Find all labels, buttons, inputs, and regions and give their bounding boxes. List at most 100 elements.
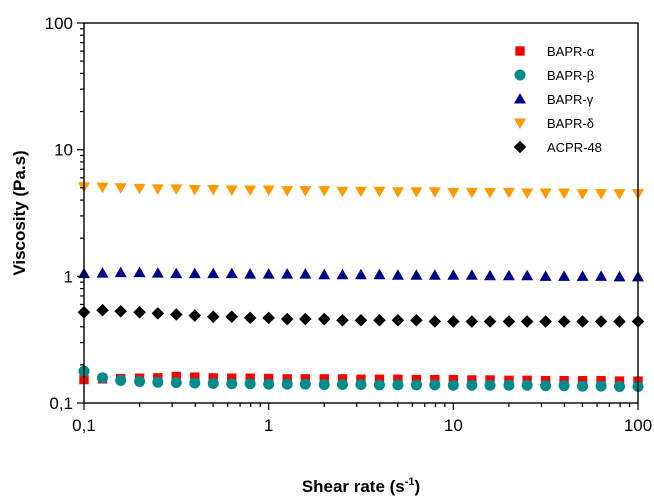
data-point: [97, 372, 109, 384]
data-point: [373, 186, 386, 198]
series-4: [78, 182, 644, 200]
data-point: [613, 315, 626, 328]
x-axis-title-superscript: -1: [405, 476, 415, 488]
data-point: [336, 186, 349, 198]
data-point: [225, 185, 238, 197]
data-point: [151, 267, 164, 278]
data-point: [299, 312, 312, 326]
y-tick-label: 10: [54, 141, 73, 160]
data-point: [483, 315, 497, 328]
data-point: [539, 315, 552, 328]
data-point: [337, 374, 348, 384]
data-marks: [77, 182, 645, 393]
x-axis-title: Shear rate (s-1): [302, 476, 420, 496]
data-point: [96, 303, 109, 317]
x-tick-label: 10: [444, 416, 463, 435]
data-point: [392, 379, 404, 391]
data-point: [317, 312, 331, 326]
data-point: [318, 268, 331, 280]
x-tick-label: 100: [624, 416, 652, 435]
data-point: [96, 267, 109, 278]
data-point: [188, 184, 201, 196]
data-point: [280, 312, 294, 326]
legend-marker: [514, 93, 526, 104]
x-axis-title-end: ): [415, 477, 421, 496]
data-point: [336, 268, 349, 280]
data-point: [373, 313, 386, 327]
data-point: [244, 268, 257, 279]
data-point: [188, 267, 201, 279]
data-point: [613, 380, 626, 393]
data-point: [448, 374, 459, 385]
data-point: [244, 378, 256, 390]
y-tick-label: 0,1: [49, 394, 73, 413]
plot-frame: [83, 22, 639, 404]
data-point: [226, 378, 238, 390]
legend-marker: [515, 46, 525, 56]
x-tick-label: 1: [264, 416, 273, 435]
data-point: [244, 185, 257, 197]
data-point: [355, 378, 367, 391]
data-point: [521, 379, 533, 391]
data-point: [354, 186, 367, 198]
data-point: [373, 379, 385, 391]
data-point: [262, 268, 275, 279]
data-point: [133, 266, 146, 278]
data-point: [354, 268, 367, 280]
data-point: [225, 310, 239, 324]
data-point: [613, 189, 626, 200]
data-point: [171, 371, 181, 382]
legend-marker: [514, 69, 526, 81]
data-point: [373, 268, 386, 280]
data-point: [281, 268, 294, 279]
data-point: [263, 373, 274, 384]
data-point: [133, 183, 146, 195]
data-point: [520, 315, 534, 328]
legend-item: BAPR-β: [514, 68, 594, 83]
data-point: [447, 379, 459, 391]
data-point: [281, 378, 293, 390]
data-point: [613, 270, 626, 282]
y-tick-label: 100: [45, 14, 73, 33]
legend-label: ACPR-48: [547, 140, 602, 155]
data-point: [170, 184, 183, 195]
x-tick-label: 0,1: [72, 416, 96, 435]
data-point: [262, 185, 275, 197]
data-point: [595, 270, 608, 281]
data-point: [484, 379, 496, 391]
data-point: [354, 313, 368, 327]
data-point: [465, 187, 478, 199]
data-point: [391, 269, 404, 280]
data-point: [410, 269, 423, 280]
data-point: [484, 187, 497, 199]
data-point: [558, 380, 570, 392]
legend-label: BAPR-δ: [547, 116, 594, 131]
legend-item: BAPR-δ: [514, 116, 594, 131]
data-point: [207, 267, 220, 279]
data-point: [428, 315, 442, 328]
data-point: [557, 315, 571, 328]
data-point: [558, 188, 571, 199]
legend-label: BAPR-β: [547, 68, 594, 83]
data-point: [114, 183, 127, 194]
series-2: [78, 365, 644, 393]
data-point: [576, 270, 589, 281]
x-axis-title-main: Shear rate (s: [302, 477, 405, 496]
data-point: [503, 379, 515, 391]
data-point: [134, 375, 146, 387]
data-point: [151, 184, 164, 195]
data-point: [393, 374, 403, 384]
data-point: [206, 310, 220, 324]
data-point: [299, 378, 311, 390]
data-point: [225, 267, 238, 279]
data-point: [189, 377, 201, 389]
data-point: [502, 269, 515, 281]
data-point: [263, 378, 275, 390]
data-point: [466, 379, 478, 391]
data-point: [558, 270, 571, 281]
data-point: [540, 380, 552, 392]
data-point: [245, 373, 255, 383]
data-point: [188, 309, 202, 322]
data-point: [96, 182, 109, 194]
